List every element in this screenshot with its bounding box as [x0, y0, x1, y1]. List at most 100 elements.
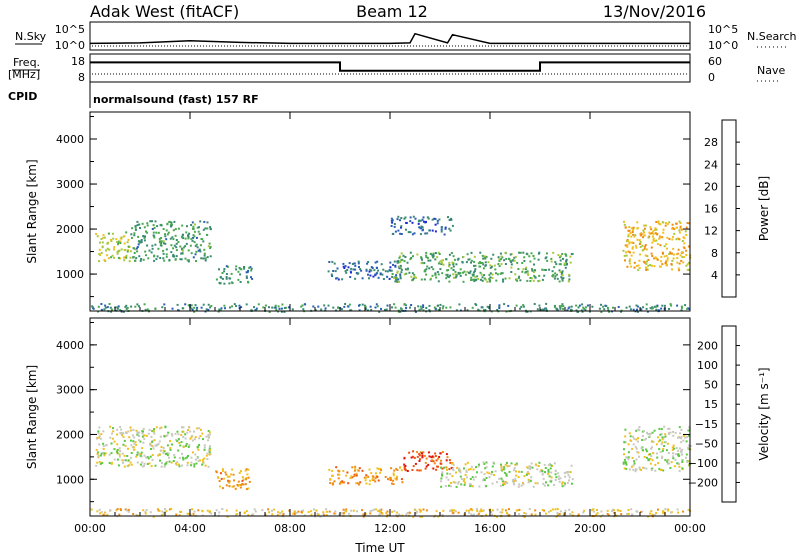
power-cell	[255, 307, 258, 310]
power-cell	[396, 260, 399, 263]
power-cell	[400, 233, 403, 235]
velocity-cell	[679, 432, 682, 435]
velocity-cell	[201, 463, 204, 466]
velocity-cell	[672, 452, 674, 455]
velocity-cell	[505, 474, 508, 477]
power-cell	[230, 281, 233, 284]
velocity-cell	[100, 511, 103, 514]
velocity-cell	[553, 462, 556, 465]
power-cell	[643, 231, 645, 234]
velocity-cell	[102, 448, 105, 450]
velocity-cell	[98, 508, 101, 511]
velocity-cell	[556, 513, 559, 516]
power-cell	[409, 306, 411, 309]
velocity-cell	[398, 513, 401, 516]
power-cell	[681, 240, 684, 242]
nave-tick-bottom: 0	[708, 71, 715, 84]
velocity-cell	[568, 476, 571, 479]
velocity-cell	[504, 480, 507, 483]
power-colorbar-label: 16	[704, 203, 718, 216]
power-cell	[644, 244, 647, 247]
velocity-cell	[649, 432, 652, 435]
velocity-cell	[424, 467, 427, 470]
power-cell	[223, 268, 226, 270]
power-cell	[425, 268, 428, 271]
velocity-cell	[640, 468, 643, 471]
velocity-cell	[165, 461, 168, 463]
velocity-cell	[412, 455, 415, 458]
velocity-cell	[143, 462, 146, 465]
velocity-cell	[662, 448, 665, 450]
velocity-cell	[451, 462, 453, 465]
velocity-cell	[596, 512, 599, 515]
power-cell	[451, 224, 454, 227]
power-cell	[514, 255, 517, 258]
power-cell	[202, 303, 205, 306]
power-cell	[671, 268, 673, 271]
velocity-cell	[503, 480, 506, 483]
power-cell	[668, 308, 670, 310]
velocity-cell	[563, 484, 566, 487]
velocity-cell	[549, 467, 552, 470]
power-cell	[194, 223, 196, 226]
power-cell	[139, 259, 142, 262]
velocity-cell	[624, 461, 627, 463]
power-cell	[675, 222, 678, 225]
power-cell	[420, 307, 423, 310]
velocity-cell	[345, 508, 348, 511]
velocity-cell	[164, 463, 167, 466]
velocity-cell	[566, 482, 569, 484]
velocity-cell	[544, 471, 546, 474]
velocity-cell	[627, 451, 630, 454]
power-cell	[660, 255, 663, 258]
power-cell	[624, 226, 627, 229]
freq-label: Freq.	[13, 56, 40, 69]
power-cell	[504, 277, 507, 280]
power-cell	[100, 308, 103, 311]
power-cell	[450, 267, 453, 270]
velocity-cell	[325, 508, 328, 511]
power-cell	[123, 259, 126, 262]
velocity-cell	[137, 439, 140, 442]
velocity-cell	[632, 468, 635, 471]
power-cell	[659, 244, 662, 247]
velocity-cell	[491, 471, 494, 473]
velocity-cell	[225, 509, 228, 512]
velocity-cell	[414, 509, 417, 512]
velocity-cell	[534, 513, 537, 516]
velocity-cell	[633, 437, 636, 440]
power-cell	[470, 276, 473, 279]
velocity-cell	[441, 471, 444, 474]
velocity-cell	[250, 514, 253, 517]
power-cell	[442, 305, 445, 308]
power-cell	[607, 309, 610, 312]
power-cell	[190, 224, 193, 226]
velocity-cell	[153, 439, 156, 442]
velocity-cell	[164, 508, 167, 510]
power-cell	[446, 275, 449, 278]
power-cell	[678, 220, 681, 223]
velocity-cell	[556, 512, 559, 514]
power-cell	[422, 309, 425, 312]
velocity-cell	[157, 442, 160, 445]
velocity-cell	[201, 458, 204, 461]
power-cell	[683, 237, 686, 240]
velocity-cell	[168, 456, 170, 459]
power-cell	[218, 308, 221, 311]
power-cell	[532, 271, 535, 274]
power-cell	[672, 247, 675, 250]
power-cell	[197, 249, 200, 252]
velocity-cell	[440, 477, 443, 480]
power-cell	[560, 305, 563, 308]
velocity-cell	[636, 510, 639, 513]
power-cell	[452, 269, 455, 271]
power-cell	[394, 265, 397, 268]
velocity-cell	[124, 508, 127, 511]
power-cell	[454, 276, 457, 279]
power-cell	[490, 257, 493, 260]
velocity-cell	[630, 508, 633, 511]
velocity-cell	[247, 514, 250, 517]
power-cell	[626, 245, 629, 248]
power-cell	[559, 259, 562, 262]
power-cell	[522, 305, 525, 308]
